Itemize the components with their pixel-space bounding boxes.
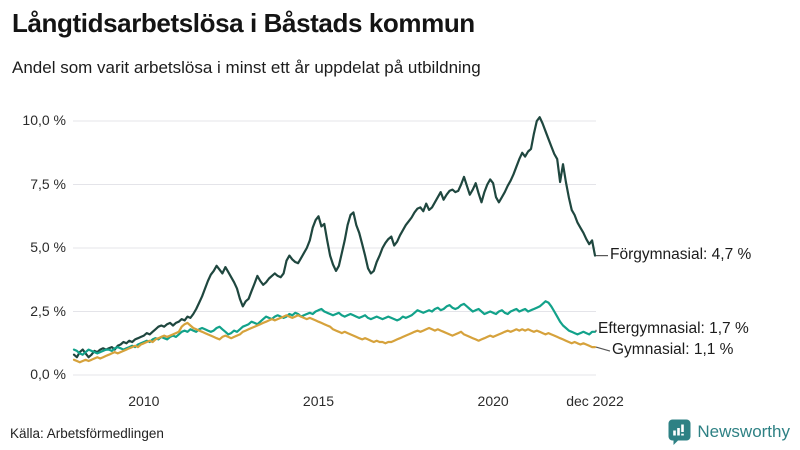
newsworthy-wordmark: Newsworthy [697,422,790,441]
line-gymnasial [72,314,597,364]
y-axis-tick-label: 7,5 % [30,175,66,192]
y-axis-tick-label: 2,5 % [30,302,66,319]
series-label-gymnasial: Gymnasial: 1,1 % [612,341,734,359]
x-axis-tick-label: 2020 [477,393,509,409]
y-axis-tick-label: 10,0 % [22,112,66,128]
x-axis-tick-label: dec 2022 [566,393,624,409]
series-label-forgymnasial: Förgymnasial: 4,7 % [610,245,752,263]
y-axis-tick-label: 5,0 % [30,239,66,255]
line-förgymnasial [72,116,597,359]
x-axis-tick-label: 2010 [128,393,160,409]
page-title: Långtidsarbetslösa i Båstads kommun [12,8,475,38]
label-connector [595,346,611,352]
source-note: Källa: Arbetsförmedlingen [10,426,164,441]
newsworthy-brand[interactable]: Newsworthy [668,419,790,445]
chart-subtitle: Andel som varit arbetslösa i minst ett å… [12,58,481,77]
y-axis-tick-label: 0,0 % [30,366,66,382]
series-label-eftergymnasial: Eftergymnasial: 1,7 % [598,319,749,337]
x-axis-tick-label: 2015 [302,393,335,409]
newsworthy-bubble-chart-icon [668,419,691,445]
line-eftergymnasial [72,300,597,356]
